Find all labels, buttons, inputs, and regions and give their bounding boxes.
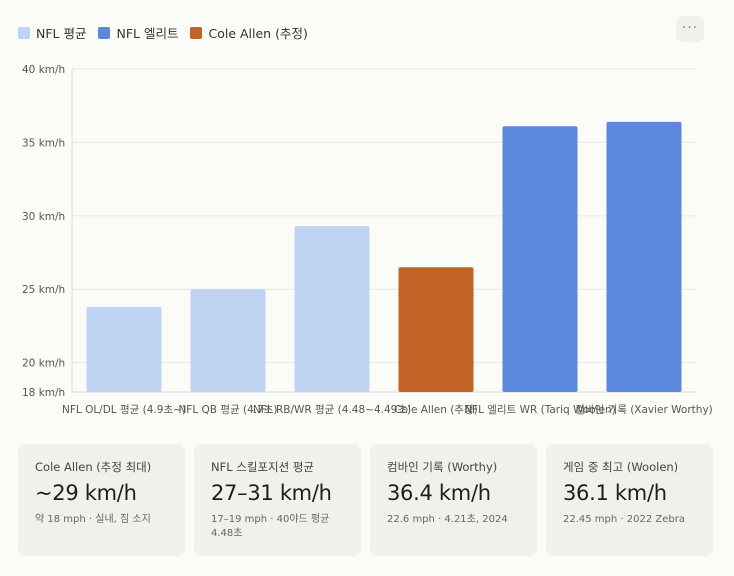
stat-card-note: 17–19 mph · 40야드 평균 4.48초 — [211, 514, 330, 539]
legend-label: NFL 엘리트 — [116, 26, 179, 41]
bar — [502, 126, 578, 392]
stat-cards: Cole Allen (추정 최대) ~29 km/h 약 18 mph · 실… — [18, 444, 713, 556]
stat-card: NFL 스킬포지션 평균 27–31 km/h 17–19 mph · 40야드… — [194, 444, 361, 556]
x-tick-label: NFL RB/WR 평균 (4.48~4.49초) — [253, 404, 411, 416]
stat-card-label: NFL 스킬포지션 평균 — [211, 460, 314, 474]
y-tick-label: 30 km/h — [22, 211, 65, 223]
legend-item-nfl-elite: NFL 엘리트 — [98, 23, 178, 42]
more-options-button[interactable]: ··· — [676, 16, 704, 42]
legend-label: Cole Allen (추정) — [208, 26, 308, 41]
x-tick-label: Cole Allen (추정) — [394, 404, 477, 416]
stat-card-label: 컴바인 기록 (Worthy) — [387, 460, 498, 474]
y-tick-label: 18 km/h — [22, 387, 65, 399]
stat-card-value: 36.1 km/h — [563, 481, 667, 505]
legend-item-nfl-average: NFL 평균 — [18, 23, 86, 42]
stat-card-note: 약 18 mph · 실내, 짐 소지 — [35, 514, 151, 525]
x-tick-label: NFL OL/DL 평균 (4.9초~) — [62, 404, 186, 416]
bar — [606, 121, 682, 392]
legend-swatch — [18, 26, 30, 39]
bar — [398, 267, 474, 392]
x-tick-label: NFL QB 평균 (4.7초) — [178, 404, 277, 416]
legend-item-cole-allen: Cole Allen (추정) — [190, 23, 308, 42]
x-tick-label: NFL 엘리트 WR (Tariq Woolen) — [464, 403, 616, 416]
stat-card: 게임 중 최고 (Woolen) 36.1 km/h 22.45 mph · 2… — [546, 444, 713, 556]
stat-card: 컴바인 기록 (Worthy) 36.4 km/h 22.6 mph · 4.2… — [370, 444, 537, 556]
y-tick-label: 35 km/h — [22, 137, 65, 149]
stat-card-label: Cole Allen (추정 최대) — [35, 460, 152, 474]
stat-card-note: 22.45 mph · 2022 Zebra — [563, 514, 685, 525]
x-tick-label: 컴바인 기록 (Xavier Worthy) — [575, 404, 713, 416]
stat-card-value: 36.4 km/h — [387, 481, 491, 505]
y-tick-label: 25 km/h — [22, 284, 65, 296]
legend-label: NFL 평균 — [36, 26, 87, 41]
legend-swatch — [98, 26, 111, 39]
bar — [86, 306, 162, 392]
bar — [294, 226, 370, 392]
stat-card-label: 게임 중 최고 (Woolen) — [563, 460, 679, 474]
chart-legend: NFL 평균 NFL 엘리트 Cole Allen (추정) — [18, 23, 320, 42]
stat-card-value: ~29 km/h — [35, 481, 137, 505]
y-tick-label: 20 km/h — [22, 358, 65, 370]
y-tick-label: 40 km/h — [22, 64, 65, 76]
stat-card: Cole Allen (추정 최대) ~29 km/h 약 18 mph · 실… — [18, 444, 185, 556]
more-horizontal-icon: ··· — [681, 20, 699, 36]
bar — [190, 289, 266, 392]
bar-chart: 18 km/h 20 km/h 25 km/h 30 km/h 35 km/h 40 km… — [22, 64, 713, 416]
stat-card-value: 27–31 km/h — [211, 481, 332, 505]
legend-swatch — [190, 26, 203, 39]
stat-card-note: 22.6 mph · 4.21초, 2024 — [387, 514, 508, 525]
